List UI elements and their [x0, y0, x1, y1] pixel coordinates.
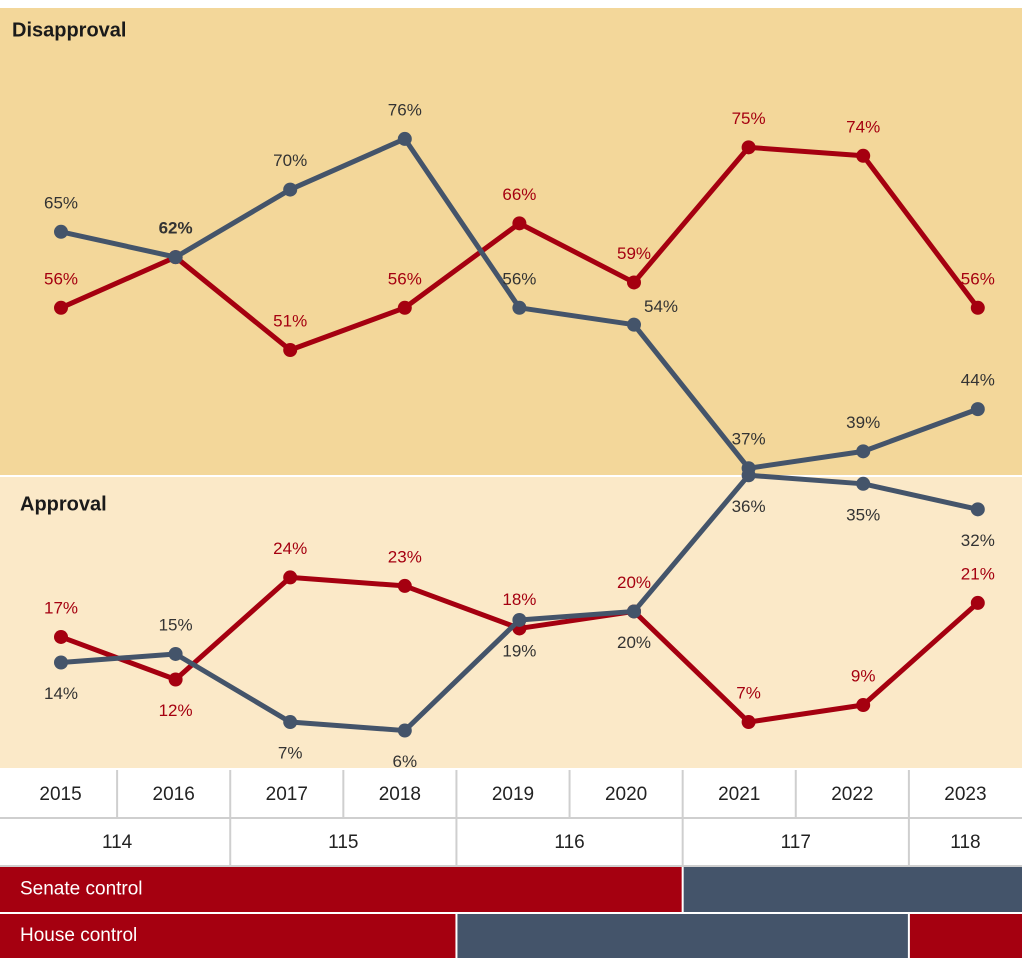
data-label: 51% [273, 312, 307, 331]
data-point [283, 182, 298, 197]
x-tick-label: 2021 [718, 784, 760, 805]
data-point [283, 715, 298, 730]
data-point [970, 402, 985, 417]
data-label: 32% [961, 531, 995, 550]
data-label: 17% [44, 598, 78, 617]
data-label: 15% [159, 615, 193, 634]
congress-label: 116 [554, 832, 584, 853]
control-segment [683, 867, 1022, 912]
x-tick-label: 2020 [605, 784, 647, 805]
data-label: 14% [44, 684, 78, 703]
control-segment [0, 914, 456, 958]
data-label: 12% [159, 701, 193, 720]
data-label: 20% [617, 633, 651, 652]
congress-label: 118 [950, 832, 980, 853]
data-point [512, 216, 527, 231]
data-label: 75% [732, 109, 766, 128]
data-point [627, 317, 641, 332]
data-label: 18% [502, 590, 536, 609]
data-point [741, 468, 756, 483]
data-point [856, 476, 871, 491]
congress-label: 115 [328, 832, 358, 853]
data-point [856, 698, 871, 713]
data-point [512, 612, 527, 627]
data-label: 74% [846, 117, 880, 136]
data-point [741, 715, 756, 730]
data-label: 7% [278, 744, 303, 763]
x-tick-label: 2018 [379, 784, 421, 805]
data-point [856, 444, 871, 459]
data-label: 39% [846, 413, 880, 432]
control-segment [909, 914, 1022, 958]
x-tick-label: 2015 [39, 784, 81, 805]
data-label: 44% [961, 371, 995, 390]
control-label: Senate control [20, 879, 143, 900]
control-segment [0, 867, 682, 912]
data-label: 20% [617, 573, 651, 592]
data-point [54, 629, 68, 644]
data-point [741, 140, 756, 155]
data-point [397, 300, 412, 315]
control-segment [457, 914, 908, 958]
data-label: 59% [617, 244, 651, 263]
data-label: 9% [851, 667, 876, 686]
data-label: 7% [736, 684, 761, 703]
data-point [54, 655, 68, 670]
data-point [627, 275, 641, 290]
data-label: 54% [644, 297, 678, 316]
panel-title: Approval [20, 493, 107, 515]
data-point [54, 224, 68, 239]
control-label: House control [20, 925, 137, 946]
data-point [168, 250, 183, 265]
data-point [168, 646, 183, 661]
x-tick-label: 2019 [492, 784, 534, 805]
data-point [970, 300, 985, 315]
data-label: 65% [44, 193, 78, 212]
data-label: 62% [159, 219, 193, 238]
data-point [970, 595, 985, 610]
x-tick-label: 2017 [266, 784, 308, 805]
data-point [283, 343, 298, 358]
data-label: 35% [846, 505, 880, 524]
data-label: 76% [388, 100, 422, 119]
x-tick-label: 2023 [944, 784, 986, 805]
data-point [168, 672, 183, 687]
data-point [397, 723, 412, 738]
data-label: 36% [732, 497, 766, 516]
congress-label: 114 [102, 832, 133, 853]
data-label: 66% [502, 185, 536, 204]
data-label: 70% [273, 151, 307, 170]
data-label: 6% [393, 752, 418, 771]
congress-label: 117 [781, 832, 811, 853]
data-point [397, 578, 412, 593]
data-label: 21% [961, 564, 995, 583]
data-point [283, 570, 298, 585]
data-label: 56% [502, 269, 536, 288]
data-label: 19% [502, 641, 536, 660]
disapproval-panel [0, 8, 1022, 475]
data-label: 23% [388, 547, 422, 566]
data-point [54, 300, 68, 315]
data-point [397, 131, 412, 146]
approval-panel [0, 477, 1022, 768]
data-point [627, 604, 641, 619]
data-label: 56% [44, 269, 78, 288]
data-point [970, 502, 985, 517]
data-label: 56% [388, 269, 422, 288]
data-point [512, 300, 527, 315]
x-tick-label: 2022 [831, 784, 873, 805]
data-point [856, 148, 871, 163]
panel-title: Disapproval [12, 19, 126, 41]
data-label: 24% [273, 539, 307, 558]
x-tick-label: 2016 [153, 784, 195, 805]
data-label: 56% [961, 269, 995, 288]
data-label: 37% [732, 430, 766, 449]
